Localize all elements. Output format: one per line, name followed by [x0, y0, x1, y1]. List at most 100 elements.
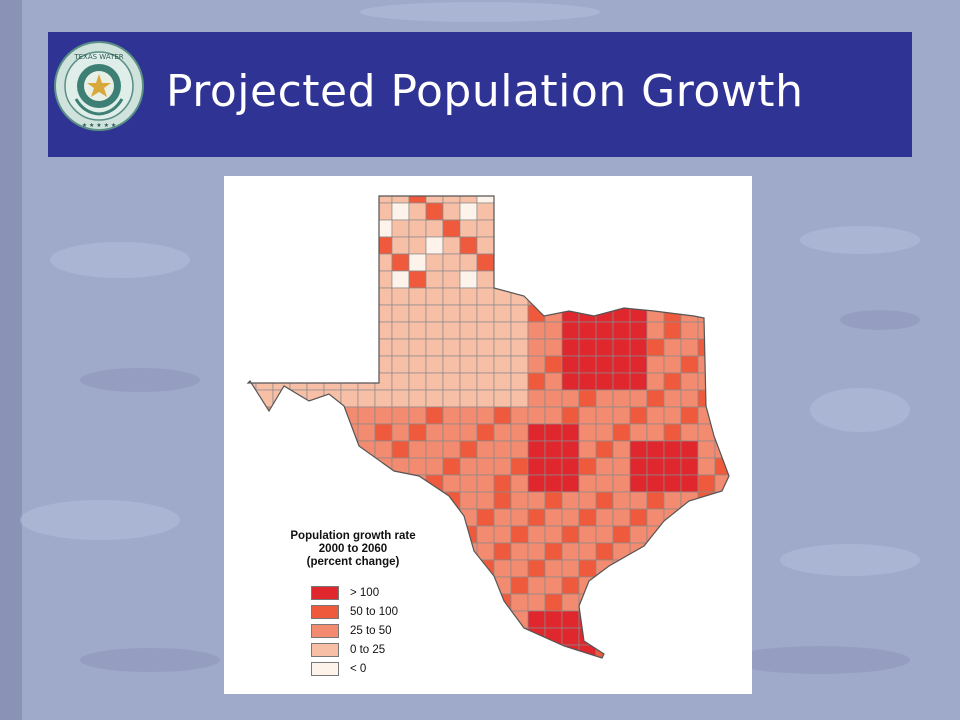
- county-cell: [714, 338, 729, 357]
- county-cell: [544, 576, 563, 595]
- legend-swatch: [311, 623, 339, 638]
- county-cell: [732, 288, 749, 305]
- county-cell: [459, 196, 478, 204]
- county-cell: [340, 440, 359, 459]
- svg-text:TEXAS WATER: TEXAS WATER: [73, 53, 123, 61]
- county-cell: [442, 389, 461, 408]
- county-cell: [697, 542, 716, 561]
- county-cell: [255, 508, 274, 527]
- county-cell: [255, 196, 274, 204]
- county-cell: [511, 662, 528, 679]
- county-cell: [493, 610, 512, 629]
- county-cell: [544, 440, 563, 459]
- county-cell: [255, 355, 274, 374]
- county-cell: [255, 491, 274, 510]
- county-cell: [527, 593, 546, 612]
- county-cell: [663, 491, 682, 510]
- county-cell: [714, 559, 729, 578]
- county-cell: [248, 508, 257, 527]
- county-cell: [714, 253, 729, 272]
- county-cell: [340, 491, 359, 510]
- county-cell: [425, 287, 444, 306]
- county-cell: [612, 644, 631, 658]
- county-cell: [493, 542, 512, 561]
- county-cell: [425, 525, 444, 544]
- county-cell: [578, 202, 597, 221]
- county-cell: [646, 491, 665, 510]
- county-cell: [596, 662, 613, 679]
- county-cell: [732, 526, 749, 543]
- county-cell: [248, 542, 257, 561]
- seal-logo: TEXAS WATER ★ ★ ★ ★ ★: [54, 41, 144, 131]
- county-cell: [680, 372, 699, 391]
- county-cell: [248, 236, 257, 255]
- county-cell: [595, 219, 614, 238]
- county-cell: [663, 457, 682, 476]
- county-cell: [357, 474, 376, 493]
- county-cell: [595, 542, 614, 561]
- county-cell: [289, 406, 308, 425]
- county-cell: [323, 457, 342, 476]
- county-cell: [476, 440, 495, 459]
- county-cell: [323, 440, 342, 459]
- county-cell: [255, 236, 274, 255]
- map-legend: Population growth rate 2000 to 2060 (per…: [285, 530, 425, 678]
- county-cell: [510, 304, 529, 323]
- county-cell: [391, 287, 410, 306]
- title-bar: [48, 32, 912, 157]
- county-cell: [255, 593, 274, 612]
- county-cell: [493, 236, 512, 255]
- county-cell: [613, 662, 630, 679]
- county-cell: [544, 491, 563, 510]
- county-cell: [527, 542, 546, 561]
- county-cell: [357, 202, 376, 221]
- county-cell: [612, 610, 631, 629]
- county-cell: [442, 236, 461, 255]
- county-cell: [612, 219, 631, 238]
- county-cell: [374, 355, 393, 374]
- legend-title-line: 2000 to 2060: [318, 543, 388, 555]
- county-cell: [680, 236, 699, 255]
- county-cell: [425, 355, 444, 374]
- county-cell: [527, 304, 546, 323]
- county-cell: [248, 406, 257, 425]
- county-cell: [306, 219, 325, 238]
- county-cell: [476, 355, 495, 374]
- county-cell: [544, 406, 563, 425]
- county-cell: [578, 406, 597, 425]
- county-cell: [561, 423, 580, 442]
- county-cell: [323, 372, 342, 391]
- county-cell: [306, 321, 325, 340]
- county-cell: [459, 593, 478, 612]
- county-cell: [714, 474, 729, 493]
- county-cell: [476, 287, 495, 306]
- county-cell: [646, 287, 665, 306]
- county-cell: [612, 406, 631, 425]
- county-cell: [680, 321, 699, 340]
- county-cell: [629, 610, 648, 629]
- county-cell: [646, 372, 665, 391]
- county-cell: [646, 219, 665, 238]
- county-cell: [629, 491, 648, 510]
- county-cell: [612, 423, 631, 442]
- county-cell: [476, 253, 495, 272]
- county-cell: [306, 406, 325, 425]
- county-cell: [612, 525, 631, 544]
- county-cell: [646, 627, 665, 646]
- county-cell: [680, 406, 699, 425]
- county-cell: [663, 610, 682, 629]
- county-cell: [510, 525, 529, 544]
- county-cell: [442, 270, 461, 289]
- county-cell: [612, 287, 631, 306]
- county-cell: [663, 196, 682, 204]
- county-cell: [255, 304, 274, 323]
- county-cell: [578, 627, 597, 646]
- legend-label: < 0: [350, 662, 367, 675]
- county-cell: [595, 627, 614, 646]
- county-cell: [646, 321, 665, 340]
- county-cell: [714, 406, 729, 425]
- county-cell: [306, 236, 325, 255]
- county-cell: [663, 372, 682, 391]
- county-cell: [544, 474, 563, 493]
- county-cell: [697, 287, 716, 306]
